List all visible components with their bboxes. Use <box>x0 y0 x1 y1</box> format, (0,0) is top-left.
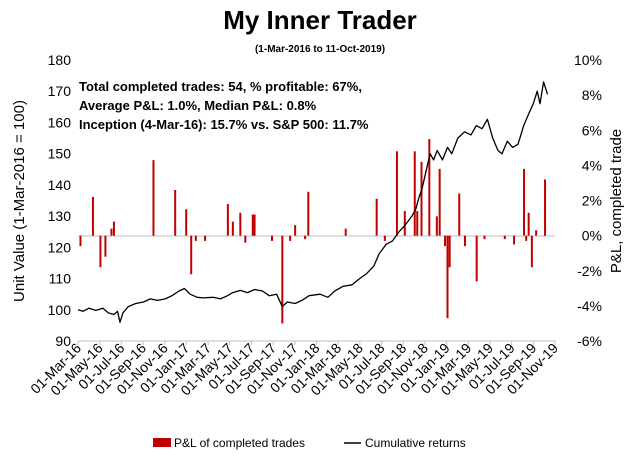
pnl-bar <box>281 235 284 324</box>
pnl-bar <box>204 235 207 241</box>
right-axis-ticks: -6% -4% -2% 0% 2% 4% 6% 8% 10% <box>574 52 602 349</box>
right-tick-label: 6% <box>582 122 602 138</box>
pnl-bar <box>513 235 516 245</box>
pnl-bar <box>416 211 419 236</box>
cumulative-returns-line <box>77 81 549 323</box>
left-tick-label: 180 <box>48 52 72 68</box>
pnl-bar <box>527 212 530 236</box>
pnl-bar <box>446 235 449 319</box>
pnl-bar <box>463 235 466 247</box>
pnl-bar <box>383 235 386 241</box>
pnl-bars <box>79 139 547 324</box>
right-tick-label: -2% <box>577 263 602 279</box>
pnl-bar <box>413 151 416 236</box>
pnl-bar <box>194 235 197 241</box>
left-tick-label: 150 <box>48 146 72 162</box>
pnl-bar <box>458 193 461 236</box>
left-tick-label: 120 <box>48 239 72 255</box>
pnl-bar <box>271 235 274 241</box>
pnl-bar <box>79 235 82 247</box>
right-tick-label: 10% <box>574 52 602 68</box>
pnl-bar <box>174 189 177 236</box>
pnl-bar <box>104 235 107 257</box>
chart-title: My Inner Trader <box>223 5 417 35</box>
pnl-bar <box>152 160 155 236</box>
pnl-bar <box>375 198 378 236</box>
right-tick-label: 2% <box>582 193 602 209</box>
right-tick-label: -4% <box>577 298 602 314</box>
pnl-bar <box>395 151 398 236</box>
pnl-bar <box>483 235 486 240</box>
pnl-bar <box>307 191 310 236</box>
pnl-bar <box>435 216 438 236</box>
annotation-line-1: Total completed trades: 54, % profitable… <box>79 79 362 94</box>
left-tick-label: 170 <box>48 83 72 99</box>
pnl-bar <box>190 235 193 275</box>
pnl-bar <box>99 235 102 268</box>
left-tick-label: 130 <box>48 208 72 224</box>
right-tick-label: 0% <box>582 228 602 244</box>
pnl-bar <box>294 225 297 236</box>
chart-subtitle: (1-Mar-2016 to 11-Oct-2019) <box>255 44 385 55</box>
x-axis-tick-labels: 01-Mar-1601-May-1601-Jul-1601-Sep-1601-N… <box>27 340 561 399</box>
pnl-bar <box>112 221 115 236</box>
left-tick-label: 90 <box>55 333 71 349</box>
pnl-bar <box>304 235 307 240</box>
left-tick-label: 140 <box>48 177 72 193</box>
pnl-bar <box>226 204 229 236</box>
x-axis-tick-marks <box>77 341 556 345</box>
pnl-bar <box>185 209 188 236</box>
pnl-bar <box>535 230 538 236</box>
pnl-bar <box>475 235 478 282</box>
left-tick-label: 110 <box>49 271 72 287</box>
pnl-bar <box>448 235 451 268</box>
pnl-bar <box>244 235 247 243</box>
pnl-bar <box>253 214 256 236</box>
pnl-bar <box>239 212 242 236</box>
right-tick-label: 8% <box>582 87 602 103</box>
pnl-bar <box>231 221 234 236</box>
right-tick-label: 4% <box>582 157 602 173</box>
annotation-line-2: Average P&L: 1.0%, Median P&L: 0.8% <box>79 98 317 113</box>
legend-line-label: Cumulative returns <box>365 436 466 450</box>
right-tick-label: -6% <box>577 333 602 349</box>
pnl-bar <box>251 214 254 236</box>
pnl-bar <box>428 139 431 236</box>
left-tick-label: 100 <box>48 302 72 318</box>
legend-bar-swatch <box>153 438 171 447</box>
left-tick-label: 160 <box>48 114 72 130</box>
pnl-bar <box>444 235 447 247</box>
legend: P&L of completed trades Cumulative retur… <box>153 436 466 450</box>
pnl-bar <box>403 211 406 236</box>
pnl-bar <box>344 228 347 236</box>
left-axis-label: Unit Value (1-Mar-2016 = 100) <box>11 100 28 302</box>
pnl-bar <box>110 228 113 236</box>
pnl-bar <box>544 179 547 236</box>
pnl-bar <box>530 235 533 268</box>
pnl-bar <box>438 168 441 236</box>
annotation-line-3: Inception (4-Mar-16): 15.7% vs. S&P 500:… <box>79 117 369 132</box>
right-axis-label: P&L, completed trade <box>608 129 625 273</box>
pnl-bar <box>503 235 506 240</box>
pnl-bar <box>523 168 526 236</box>
pnl-bar <box>525 235 528 241</box>
pnl-bar <box>289 235 292 241</box>
left-axis-ticks: 90 100 110 120 130 140 150 160 170 180 <box>48 52 72 349</box>
legend-bar-label: P&L of completed trades <box>174 436 305 450</box>
pnl-bar <box>420 161 423 236</box>
pnl-bar <box>91 196 94 236</box>
